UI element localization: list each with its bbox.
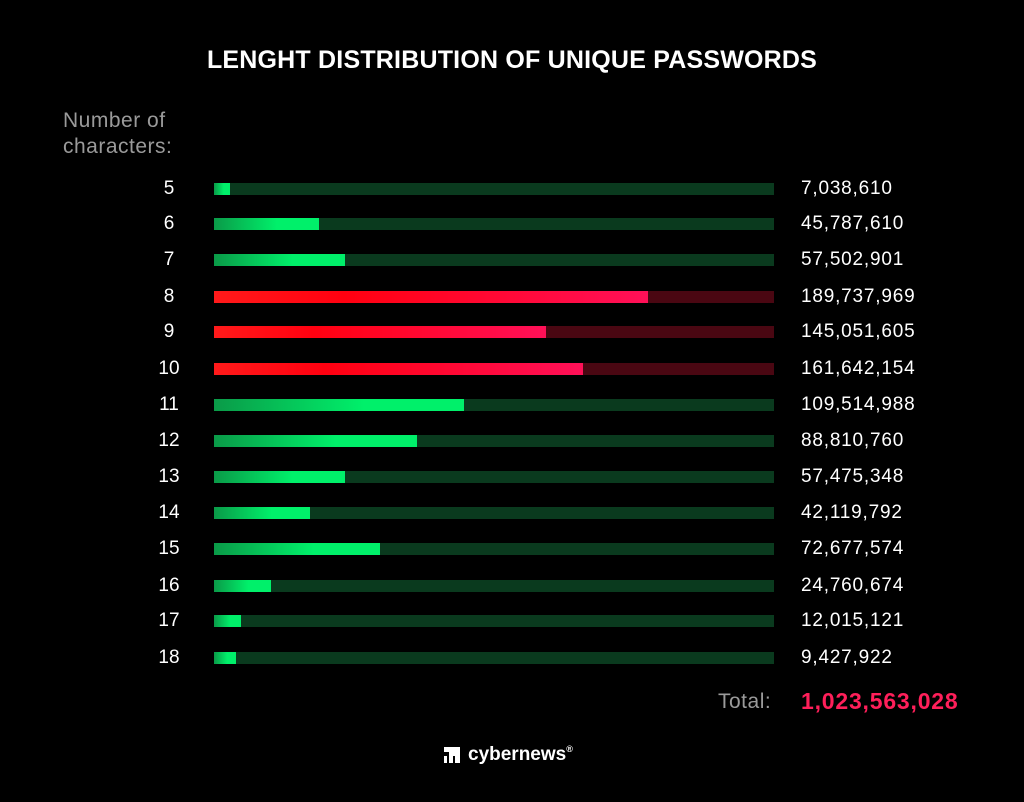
cybernews-logo: cybernews® [444, 744, 573, 766]
bar-track [214, 580, 774, 592]
bar [214, 218, 319, 230]
bar [214, 254, 346, 266]
bar-row: 16 24,760,674 [0, 568, 1024, 604]
value-label: 189,737,969 [801, 286, 916, 307]
cybernews-logo-icon [444, 747, 460, 763]
bar-track [214, 652, 774, 664]
value-label: 72,677,574 [801, 538, 905, 559]
bar-row: 11 109,514,988 [0, 387, 1024, 423]
value-label: 9,427,922 [801, 647, 893, 668]
bar [214, 507, 311, 519]
bar-row: 14 42,119,792 [0, 495, 1024, 531]
category-label: 15 [158, 538, 180, 559]
value-label: 57,475,348 [801, 466, 905, 487]
bar-track [214, 326, 774, 338]
bar-row: 12 88,810,760 [0, 423, 1024, 459]
y-axis-label: Number of characters: [63, 108, 172, 160]
bar [214, 543, 381, 555]
bar-track [214, 218, 774, 230]
brand-reg: ® [566, 744, 573, 754]
bar-row: 5 7,038,610 [0, 171, 1024, 207]
value-label: 45,787,610 [801, 213, 905, 234]
bar-track [214, 435, 774, 447]
value-label: 145,051,605 [801, 321, 916, 342]
value-label: 12,015,121 [801, 610, 905, 631]
category-label: 5 [163, 178, 175, 199]
bar-track [214, 254, 774, 266]
bar-row: 13 57,475,348 [0, 459, 1024, 495]
bar-row: 17 12,015,121 [0, 603, 1024, 639]
brand-name: cybernews® [468, 744, 573, 766]
bar-track [214, 399, 774, 411]
bar [214, 615, 242, 627]
category-label: 10 [158, 358, 180, 379]
bar-row: 15 72,677,574 [0, 531, 1024, 567]
bar [214, 183, 231, 195]
category-label: 7 [163, 249, 175, 270]
total-label: Total: [718, 690, 772, 713]
bar [214, 326, 546, 338]
bar-row: 9 145,051,605 [0, 314, 1024, 350]
value-label: 24,760,674 [801, 575, 905, 596]
bar [214, 363, 584, 375]
bar [214, 471, 346, 483]
bar [214, 580, 271, 592]
bar-row: 8 189,737,969 [0, 279, 1024, 315]
bar [214, 652, 236, 664]
bar-row: 18 9,427,922 [0, 640, 1024, 676]
chart-title: LENGHT DISTRIBUTION OF UNIQUE PASSWORDS [206, 46, 818, 74]
total-value: 1,023,563,028 [801, 688, 959, 714]
bar [214, 399, 465, 411]
bar-row: 7 57,502,901 [0, 242, 1024, 278]
category-label: 9 [163, 321, 175, 342]
category-label: 14 [158, 502, 180, 523]
value-label: 161,642,154 [801, 358, 916, 379]
bar-row: 6 45,787,610 [0, 206, 1024, 242]
category-label: 13 [158, 466, 180, 487]
bar-track [214, 543, 774, 555]
value-label: 7,038,610 [801, 178, 893, 199]
bar [214, 291, 648, 303]
value-label: 57,502,901 [801, 249, 905, 270]
bar-track [214, 291, 774, 303]
bar-track [214, 507, 774, 519]
brand-text: cybernews [468, 744, 567, 765]
category-label: 11 [159, 394, 179, 415]
value-label: 88,810,760 [801, 430, 905, 451]
category-label: 12 [158, 430, 180, 451]
category-label: 17 [158, 610, 180, 631]
bar-track [214, 183, 774, 195]
bar [214, 435, 417, 447]
y-axis-label-line1: Number of [63, 109, 166, 132]
bar-track [214, 471, 774, 483]
y-axis-label-line2: characters: [63, 135, 173, 158]
bar-track [214, 363, 774, 375]
category-label: 16 [158, 575, 180, 596]
bar-track [214, 615, 774, 627]
category-label: 6 [163, 213, 175, 234]
value-label: 42,119,792 [801, 502, 903, 523]
category-label: 18 [158, 647, 180, 668]
value-label: 109,514,988 [801, 394, 916, 415]
bar-row: 10 161,642,154 [0, 351, 1024, 387]
category-label: 8 [163, 286, 175, 307]
